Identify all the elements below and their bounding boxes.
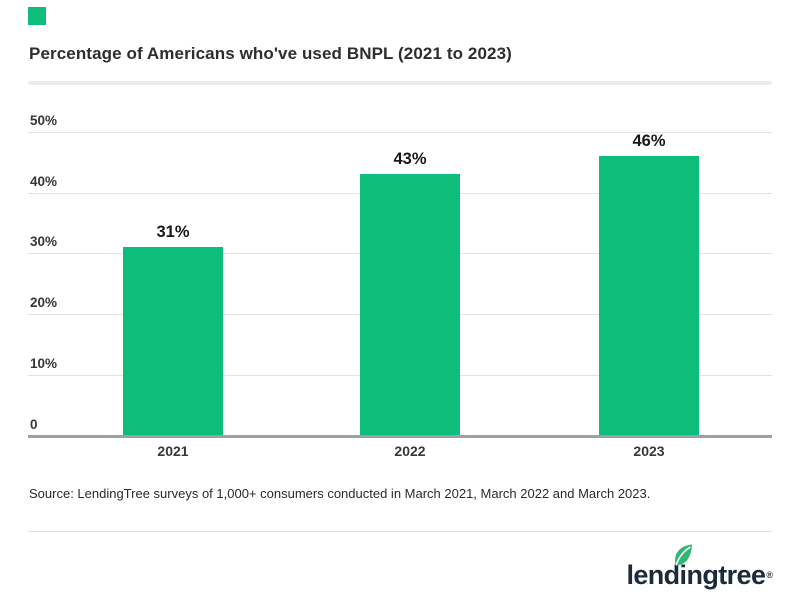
x-tick-label: 2022 <box>394 443 426 459</box>
source-note: Source: LendingTree surveys of 1,000+ co… <box>29 486 651 501</box>
logo-inner: lendingtree® <box>626 542 773 589</box>
registered-mark: ® <box>766 569 773 580</box>
y-tick-label: 30% <box>30 234 58 250</box>
plot-area: 50% 40% 30% 20% 10% 0 31% 2021 43% 2022 46% 2023 <box>28 113 772 459</box>
bar-2021 <box>123 246 223 435</box>
x-tick-label: 2023 <box>633 443 665 459</box>
y-tick-label: 40% <box>30 173 58 189</box>
brand-accent-square <box>28 7 46 25</box>
x-tick-label: 2021 <box>157 443 189 459</box>
y-tick-label: 50% <box>30 113 58 128</box>
gridline-50% <box>28 132 772 133</box>
y-tick-label: 10% <box>30 355 58 371</box>
logo-wordmark: lendingtree <box>626 560 766 590</box>
bar-value-label: 46% <box>632 131 666 150</box>
leaf-icon <box>675 544 693 566</box>
bar-2023 <box>599 155 699 435</box>
chart-title: Percentage of Americans who've used BNPL… <box>29 44 512 63</box>
y-tick-label: 20% <box>30 295 58 311</box>
x-axis-baseline <box>28 435 772 438</box>
lendingtree-logo: lendingtree® <box>626 542 773 594</box>
header-divider <box>28 81 772 85</box>
footer-divider <box>28 531 772 532</box>
bar-value-label: 31% <box>156 222 190 241</box>
bar-2022 <box>360 174 460 435</box>
y-tick-label: 0 <box>30 416 38 432</box>
bar-value-label: 43% <box>393 150 427 168</box>
leaf-vein <box>675 546 692 566</box>
